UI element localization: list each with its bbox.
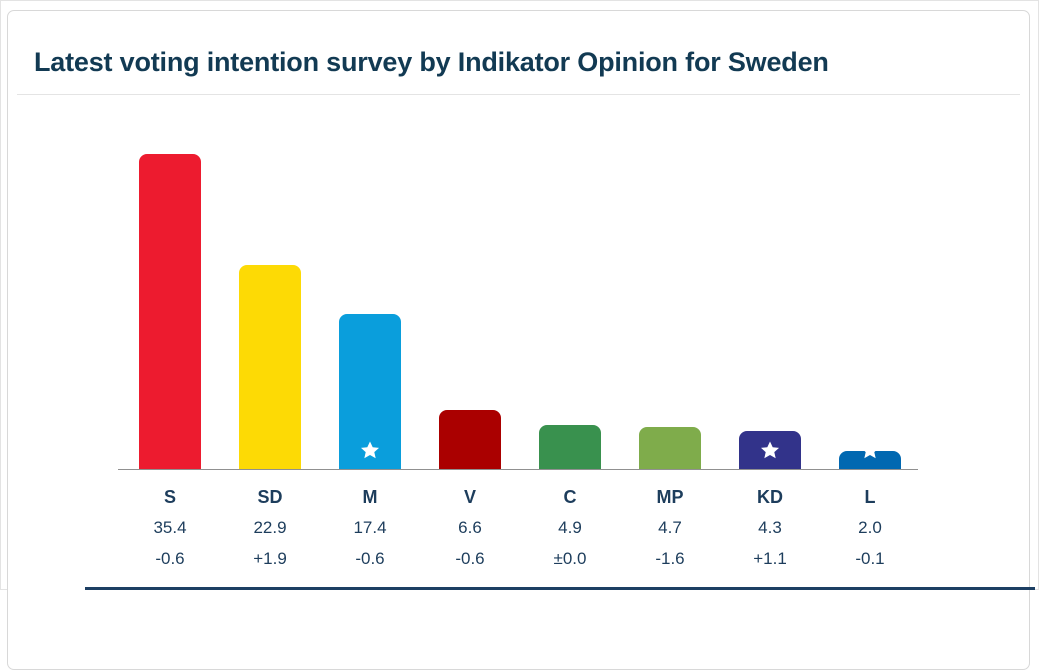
page-title: Latest voting intention survey by Indika…	[34, 47, 829, 77]
bar-s	[139, 154, 201, 469]
government-star-icon	[860, 451, 881, 461]
party-column-v: V 6.6 -0.6	[420, 486, 520, 570]
bar-sd	[239, 265, 301, 469]
change-label: -1.6	[655, 549, 685, 568]
value-label: 35.4	[153, 518, 187, 537]
party-column-m: M 17.4 -0.6	[320, 486, 420, 570]
party-column-mp: MP 4.7 -1.6	[620, 486, 720, 570]
change-label: -0.1	[855, 549, 885, 568]
party-column-kd: KD 4.3 +1.1	[720, 486, 820, 570]
value-label: 2.0	[858, 518, 882, 537]
party-label: M	[362, 487, 378, 507]
bar-mp	[639, 427, 701, 469]
bar-chart: S 35.4 -0.6 SD 22.9 +1.9 M 17.4 -0.6 V 6.6 -0.6 C 4.9…	[118, 154, 920, 570]
bar-l	[839, 451, 901, 469]
bar-kd	[739, 431, 801, 469]
value-label: 4.9	[558, 518, 582, 537]
party-label: SD	[257, 487, 283, 507]
change-label: +1.1	[753, 549, 787, 568]
value-label: 17.4	[353, 518, 387, 537]
change-label: ±0.0	[553, 549, 587, 568]
change-label: -0.6	[355, 549, 385, 568]
party-label: S	[163, 487, 176, 507]
party-column-s: S 35.4 -0.6	[120, 486, 220, 570]
change-label: +1.9	[253, 549, 287, 568]
party-label: C	[563, 487, 577, 507]
party-column-sd: SD 22.9 +1.9	[220, 486, 320, 570]
government-star-icon	[760, 440, 781, 461]
value-label: 4.3	[758, 518, 782, 537]
bar-v	[439, 410, 501, 469]
x-axis-line	[118, 469, 918, 470]
value-label: 6.6	[458, 518, 482, 537]
next-section-edge	[85, 587, 1035, 590]
change-label: -0.6	[455, 549, 485, 568]
value-label: 22.9	[253, 518, 287, 537]
value-label: 4.7	[658, 518, 682, 537]
bar-m	[339, 314, 401, 469]
change-label: -0.6	[155, 549, 185, 568]
title-divider	[17, 94, 1020, 95]
government-star-icon	[360, 440, 381, 461]
party-label: MP	[656, 487, 684, 507]
party-column-l: L 2.0 -0.1	[820, 486, 920, 570]
bar-c	[539, 425, 601, 469]
party-label: KD	[757, 487, 783, 507]
party-column-c: C 4.9 ±0.0	[520, 486, 620, 570]
party-label: V	[463, 487, 476, 507]
party-label: L	[864, 487, 876, 507]
